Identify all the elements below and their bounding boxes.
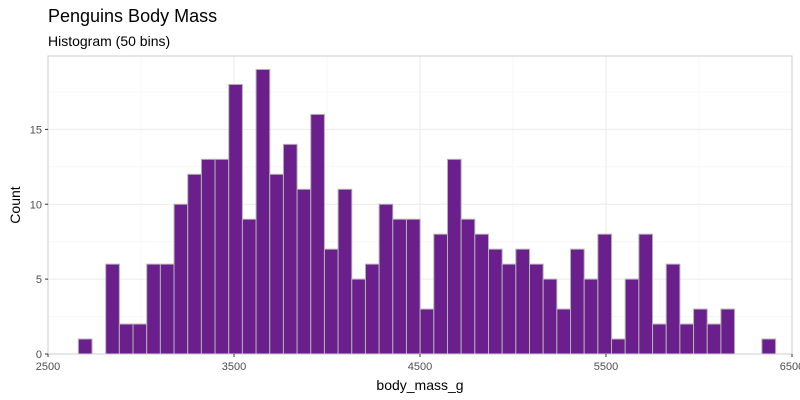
histogram-bar	[214, 158, 230, 355]
histogram-bar	[570, 248, 585, 355]
histogram-bar	[515, 248, 531, 355]
histogram-bar	[173, 203, 189, 355]
y-axis-title: Count	[7, 186, 23, 223]
y-tick-label: 0	[36, 349, 42, 361]
y-tick-label: 15	[30, 124, 42, 136]
histogram-bar	[132, 323, 148, 355]
histogram-bar	[706, 323, 722, 355]
x-tick-label: 2500	[36, 361, 60, 373]
histogram-bar	[364, 263, 380, 355]
histogram-bar	[323, 248, 339, 355]
histogram-bar	[282, 143, 298, 355]
histogram-bar	[679, 323, 695, 355]
histogram-bar	[77, 338, 93, 355]
histogram-bars	[77, 68, 777, 355]
histogram-bar	[310, 113, 325, 355]
histogram-bar	[405, 218, 421, 355]
histogram-bar	[638, 233, 654, 355]
histogram-bar	[187, 173, 202, 355]
y-tick-label: 5	[36, 274, 42, 286]
chart-title: Penguins Body Mass	[48, 6, 217, 26]
histogram-bar	[105, 263, 120, 355]
histogram-bar	[433, 233, 448, 355]
histogram-bar	[556, 308, 572, 355]
histogram-bar	[624, 278, 640, 355]
histogram-bar	[665, 263, 681, 355]
histogram-bar	[501, 263, 517, 355]
histogram-bar	[529, 263, 544, 355]
histogram-bar	[542, 278, 558, 355]
histogram-bar	[652, 323, 667, 355]
histogram-bar	[296, 188, 312, 355]
histogram-bar	[392, 218, 407, 355]
histogram-bar	[228, 83, 243, 355]
histogram-bar	[487, 248, 503, 355]
x-tick-label: 5500	[594, 361, 618, 373]
histogram-bar	[446, 158, 462, 355]
histogram-bar	[474, 233, 489, 355]
y-tick-label: 10	[30, 199, 42, 211]
histogram-bar	[351, 278, 366, 355]
chart-subtitle: Histogram (50 bins)	[48, 33, 170, 49]
histogram-bar	[419, 308, 435, 355]
histogram-bar	[241, 218, 257, 355]
histogram-bar	[460, 218, 476, 355]
x-tick-label: 4500	[408, 361, 432, 373]
x-axis-title: body_mass_g	[376, 377, 463, 393]
histogram-bar	[693, 308, 708, 355]
histogram-bar	[255, 68, 271, 355]
histogram-bar	[597, 233, 613, 355]
histogram-bar	[200, 158, 216, 355]
histogram-bar	[337, 188, 353, 355]
histogram-bar	[583, 278, 599, 355]
histogram-bar	[146, 263, 161, 355]
histogram-bar	[118, 323, 134, 355]
histogram-bar	[378, 203, 394, 355]
histogram-bar	[159, 263, 175, 355]
x-tick-label: 3500	[222, 361, 246, 373]
histogram-bar	[611, 338, 626, 355]
histogram-bar	[269, 173, 284, 355]
histogram-bar	[720, 308, 736, 355]
histogram-bar	[761, 338, 777, 355]
